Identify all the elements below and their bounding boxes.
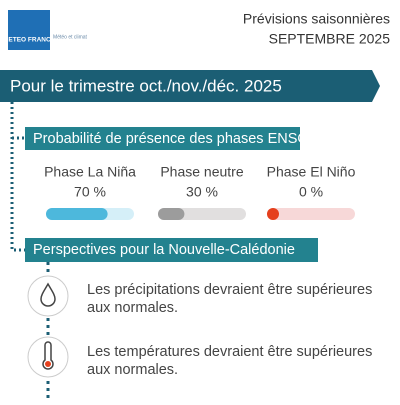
phase-value: 70 % <box>74 184 106 200</box>
phase-name: Phase neutre <box>160 164 243 180</box>
drop <box>40 282 56 307</box>
bar <box>46 208 108 220</box>
phase-value: 30 % <box>186 184 218 200</box>
outlook-text: aux normales. <box>87 362 178 378</box>
outlook-text: Les précipitations devraient être supéri… <box>87 282 372 298</box>
bar <box>158 208 185 220</box>
enso-title: Probabilité de présence des phases ENSO <box>33 131 309 147</box>
outlook-title: Perspectives pour la Nouvelle-Calédonie <box>33 242 295 258</box>
logo-text: METEO FRANCE <box>3 37 56 44</box>
connector <box>10 102 25 252</box>
phase-value: 0 % <box>299 184 323 200</box>
banner <box>0 70 380 102</box>
partner-text: Météo et climat <box>53 34 88 40</box>
temperature-icon <box>27 336 69 378</box>
outlook-text: Les températures devraient être supérieu… <box>87 344 372 360</box>
rain-icon <box>27 275 69 317</box>
header-title: Prévisions saisonnières <box>243 11 390 27</box>
bar-track <box>267 208 355 220</box>
phase-name: Phase La Niña <box>44 164 136 180</box>
thermometer-bulb <box>45 361 51 367</box>
outlook-box <box>25 238 318 262</box>
logo <box>8 10 50 50</box>
banner-text: Pour le trimestre oct./nov./déc. 2025 <box>10 76 282 95</box>
outlook-text: aux normales. <box>87 300 178 316</box>
enso-box <box>25 127 300 150</box>
phases: Phase La Niña 70 % Phase neutre 30 % Phase E… <box>44 164 356 220</box>
phase-name: Phase El Niño <box>267 164 356 180</box>
bar <box>267 208 279 220</box>
header-subtitle: SEPTEMBRE 2025 <box>269 31 391 47</box>
thermometer <box>42 341 54 370</box>
